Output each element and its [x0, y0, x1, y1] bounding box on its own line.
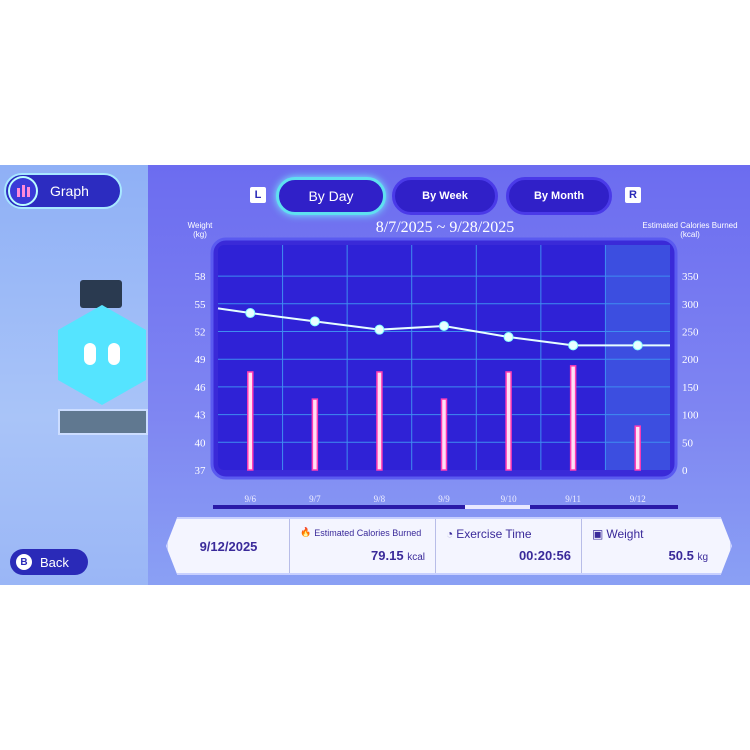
detail-date: 9/12/2025	[168, 519, 290, 573]
right-axis-title: Estimated Calories Burned (kcal)	[630, 221, 750, 239]
left-tick-label: 43	[195, 410, 207, 422]
graph-menu-button[interactable]: Graph	[4, 173, 122, 209]
calorie-bar	[505, 371, 512, 471]
date-label: 9/9	[438, 494, 450, 504]
weight-point	[439, 320, 449, 331]
calorie-bar	[569, 365, 577, 471]
right-tick-label: 0	[682, 465, 688, 477]
left-tick-label: 52	[195, 327, 206, 339]
weight-calorie-chart[interactable]: 37 40 43 46 49 52 55 58 0 50 100 150 200 250 300 350 9/6…	[0, 165, 750, 515]
date-label: 9/11	[565, 494, 581, 504]
calories-unit: kcal	[407, 552, 425, 563]
right-axis-label: Estimated Calories Burned	[642, 221, 738, 230]
timeline-scrollbar	[213, 505, 678, 509]
right-tick-label: 100	[682, 410, 699, 422]
left-tick-label: 46	[195, 382, 207, 394]
weight-point	[309, 316, 320, 327]
timeline-scroll-thumb[interactable]	[465, 505, 530, 509]
graph-title: Graph	[50, 183, 89, 199]
right-tick-label: 350	[682, 271, 699, 283]
weight-unit: kg	[697, 552, 708, 563]
tab-by-month[interactable]: By Month	[506, 177, 612, 215]
right-tick-label: 300	[682, 299, 699, 311]
left-tick-label: 37	[195, 465, 207, 477]
calorie-bar	[376, 371, 383, 471]
back-button[interactable]: B Back	[10, 549, 88, 575]
right-tick-label: 250	[682, 327, 699, 339]
left-tick-label: 58	[195, 271, 207, 283]
left-tick-label: 40	[195, 437, 207, 449]
weight-point	[374, 324, 385, 335]
plot-area	[218, 245, 670, 470]
exercise-time-cell: ◔ Exercise Time 00:20:56	[436, 519, 582, 573]
b-button-icon: B	[16, 554, 32, 570]
date-label: 9/8	[374, 494, 386, 504]
flame-icon: 🔥	[300, 527, 312, 537]
date-label: 9/12	[630, 494, 646, 504]
calorie-bar	[440, 398, 448, 471]
exercise-time-label: Exercise Time	[456, 527, 532, 541]
tab-by-day[interactable]: By Day	[276, 177, 386, 215]
character-pedestal	[58, 409, 148, 435]
right-tick-label: 150	[682, 382, 699, 394]
game-screen: Graph B Back L By Day By Week By Month R…	[0, 165, 750, 585]
clock-icon: ◔	[446, 527, 454, 541]
left-tick-label: 49	[195, 354, 207, 366]
left-axis-unit: (kg)	[193, 230, 207, 239]
right-tick-label: 200	[682, 354, 699, 366]
weight-point	[245, 308, 256, 319]
weight-cell: ▣ Weight 50.5 kg	[582, 519, 730, 573]
calories-label: Estimated Calories Burned	[314, 527, 422, 538]
day-detail-panel: 9/12/2025 🔥 Estimated Calories Burned 79.…	[166, 517, 732, 575]
right-axis-unit: (kcal)	[680, 230, 700, 239]
left-axis-title: Weight (kg)	[180, 221, 220, 239]
calories-value: 79.15	[371, 548, 404, 563]
date-range: 8/7/2025 ~ 9/28/2025	[375, 219, 515, 236]
weight-point	[503, 332, 514, 343]
weight-point	[632, 340, 643, 351]
left-panel: Graph B Back	[0, 165, 148, 585]
character-hat	[80, 280, 122, 308]
bar-chart-icon	[8, 176, 38, 206]
scale-icon: ▣	[592, 527, 604, 541]
right-tick-label: 50	[682, 437, 694, 449]
left-axis-label: Weight	[187, 221, 213, 230]
calorie-bar	[634, 425, 641, 471]
weight-value: 50.5	[668, 548, 694, 563]
weight-label: Weight	[606, 527, 644, 541]
calorie-bar	[311, 398, 319, 471]
date-label: 9/6	[245, 494, 257, 504]
left-tick-label: 55	[195, 299, 207, 311]
calories-cell: 🔥 Estimated Calories Burned 79.15 kcal	[290, 519, 436, 573]
tab-by-week[interactable]: By Week	[392, 177, 498, 215]
back-label: Back	[40, 554, 69, 570]
date-label: 9/7	[309, 494, 321, 504]
l-button-icon[interactable]: L	[250, 187, 266, 203]
date-label: 9/10	[501, 494, 518, 504]
calorie-bar	[247, 371, 254, 471]
exercise-time-value: 00:20:56	[518, 548, 571, 563]
weight-point	[568, 340, 579, 351]
r-button-icon[interactable]: R	[625, 187, 641, 203]
